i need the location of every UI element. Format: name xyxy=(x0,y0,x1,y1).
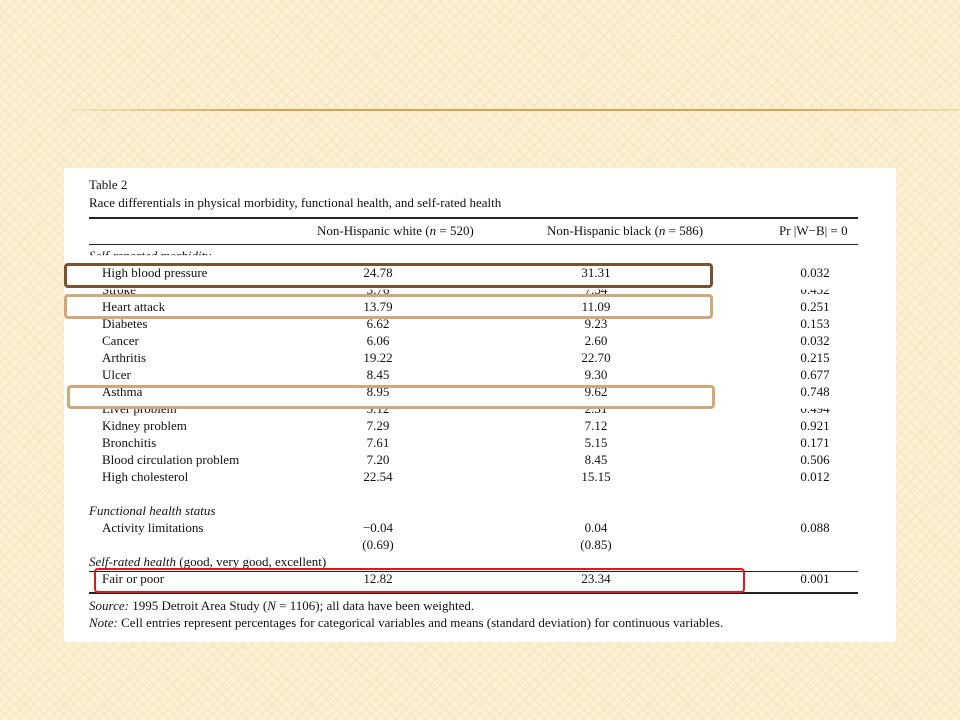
value-pr: 0.452 xyxy=(789,290,841,298)
value-black: 0.04 xyxy=(584,520,608,535)
table-label: Table 2 xyxy=(89,177,128,192)
value-pr: 0.506 xyxy=(800,452,830,467)
value-black: 15.15 xyxy=(581,469,611,484)
table-row: Bronchitis 7.61 5.15 0.171 xyxy=(89,435,859,452)
value-white: 3.76 xyxy=(343,290,413,298)
value-white: 24.78 xyxy=(363,265,393,280)
highlight-box-heart-attack xyxy=(64,294,713,319)
table-row: Kidney problem 7.29 7.12 0.921 xyxy=(89,418,859,435)
row-label: Liver problem xyxy=(102,409,177,417)
table-row: Heart attack 13.79 11.09 0.251 xyxy=(89,299,859,316)
value-white: 3.12 xyxy=(343,409,413,417)
value-black: 11.09 xyxy=(581,299,611,314)
value-pr: 0.677 xyxy=(800,367,830,382)
value-pr: 0.153 xyxy=(800,316,830,331)
value-white: 13.79 xyxy=(363,299,393,314)
table-row-activity-sd: (0.69) (0.85) xyxy=(89,537,859,554)
value-pr: 0.032 xyxy=(800,333,830,348)
value-black: 2.60 xyxy=(584,333,608,348)
table-image-card xyxy=(64,168,896,642)
row-label: Kidney problem xyxy=(102,418,187,433)
table-row: High cholesterol 22.54 15.15 0.012 xyxy=(89,469,859,486)
row-label: Diabetes xyxy=(102,316,148,331)
mid-rule xyxy=(89,571,858,572)
table-footnote: Note: Cell entries represent percentages… xyxy=(89,615,724,630)
table-row: Liver problem 3.12 2.31 0.494 xyxy=(89,409,859,418)
value-pr: 0.088 xyxy=(800,520,830,535)
value-black: 5.15 xyxy=(584,435,608,450)
section-functional-health-status: Functional health status xyxy=(89,503,216,518)
table-row: Arthritis 19.22 22.70 0.215 xyxy=(89,350,859,367)
table-row: Diabetes 6.62 9.23 0.153 xyxy=(89,316,859,333)
value-pr: 0.032 xyxy=(800,265,830,280)
value-white: 6.62 xyxy=(366,316,390,331)
value-white: 22.54 xyxy=(363,469,393,484)
section-self-rated-health: Self-rated health (good, very good, exce… xyxy=(89,554,327,569)
value-white: 12.82 xyxy=(363,571,393,586)
value-white: 8.45 xyxy=(366,367,390,382)
highlight-box-asthma xyxy=(67,385,715,409)
row-label: High blood pressure xyxy=(102,265,208,280)
row-label: Stroke xyxy=(102,290,136,298)
row-label: Activity limitations xyxy=(102,520,204,535)
value-black: 31.31 xyxy=(581,265,611,280)
value-white: 7.61 xyxy=(366,435,390,450)
value-white: 6.06 xyxy=(366,333,390,348)
table-row-activity-limitations: Activity limitations −0.04 0.04 0.088 xyxy=(89,520,859,537)
table-caption: Race differentials in physical morbidity… xyxy=(89,195,502,210)
value-pr: 0.251 xyxy=(800,299,830,314)
value-black: 23.34 xyxy=(581,571,611,586)
table-row: Ulcer 8.45 9.30 0.677 xyxy=(89,367,859,384)
value-black: 9.30 xyxy=(584,367,608,382)
value-black: 7.12 xyxy=(584,418,608,433)
section-self-reported-morbidity: Self-reported morbidity xyxy=(89,248,211,255)
value-pr: 0.921 xyxy=(800,418,830,433)
row-label: High cholesterol xyxy=(102,469,189,484)
value-black: 22.70 xyxy=(581,350,611,365)
row-label: Cancer xyxy=(102,333,139,348)
value-white: 19.22 xyxy=(363,350,393,365)
value-white: 7.29 xyxy=(366,418,390,433)
value-pr: 0.494 xyxy=(789,409,841,417)
table-row: Stroke 3.76 7.54 0.452 xyxy=(89,290,859,299)
highlight-box-fair-or-poor xyxy=(94,568,745,593)
row-label: Blood circulation problem xyxy=(102,452,240,467)
row-label: Heart attack xyxy=(102,299,166,314)
value-pr: 0.171 xyxy=(800,435,830,450)
value-pr: 0.215 xyxy=(800,350,830,365)
header-non-hispanic-black: Non-Hispanic black (n = 586) xyxy=(547,223,704,238)
value-black: 2.31 xyxy=(561,409,631,417)
table-row-fair-or-poor: Fair or poor 12.82 23.34 0.001 xyxy=(89,571,859,588)
highlight-box-high-blood-pressure xyxy=(64,263,713,288)
table-source-note: Source: 1995 Detroit Area Study (N = 110… xyxy=(89,598,475,613)
header-non-hispanic-white: Non-Hispanic white (n = 520) xyxy=(317,223,474,238)
row-label: Ulcer xyxy=(102,367,131,382)
row-label: Arthritis xyxy=(102,350,147,365)
value-pr: 0.001 xyxy=(800,571,830,586)
bottom-rule xyxy=(89,592,858,594)
value-black: 9.23 xyxy=(584,316,608,331)
value-black: 8.45 xyxy=(584,452,608,467)
header-pr-difference: Pr |W−B| = 0 xyxy=(779,223,848,238)
header-rule xyxy=(89,244,858,245)
value-white: 7.20 xyxy=(366,452,390,467)
value-white: −0.04 xyxy=(362,520,394,535)
table-row: High blood pressure 24.78 31.31 0.032 xyxy=(89,265,859,282)
sd-black: (0.85) xyxy=(580,537,612,552)
top-rule xyxy=(89,217,858,219)
row-label: Bronchitis xyxy=(102,435,157,450)
value-pr: 0.012 xyxy=(800,469,830,484)
sd-white: (0.69) xyxy=(362,537,394,552)
table-row: Blood circulation problem 7.20 8.45 0.506 xyxy=(89,452,859,469)
slide-title-rule xyxy=(70,109,960,111)
value-pr: 0.748 xyxy=(800,384,830,399)
row-label: Fair or poor xyxy=(102,571,165,586)
value-black: 7.54 xyxy=(561,290,631,298)
table-row: Cancer 6.06 2.60 0.032 xyxy=(89,333,859,350)
